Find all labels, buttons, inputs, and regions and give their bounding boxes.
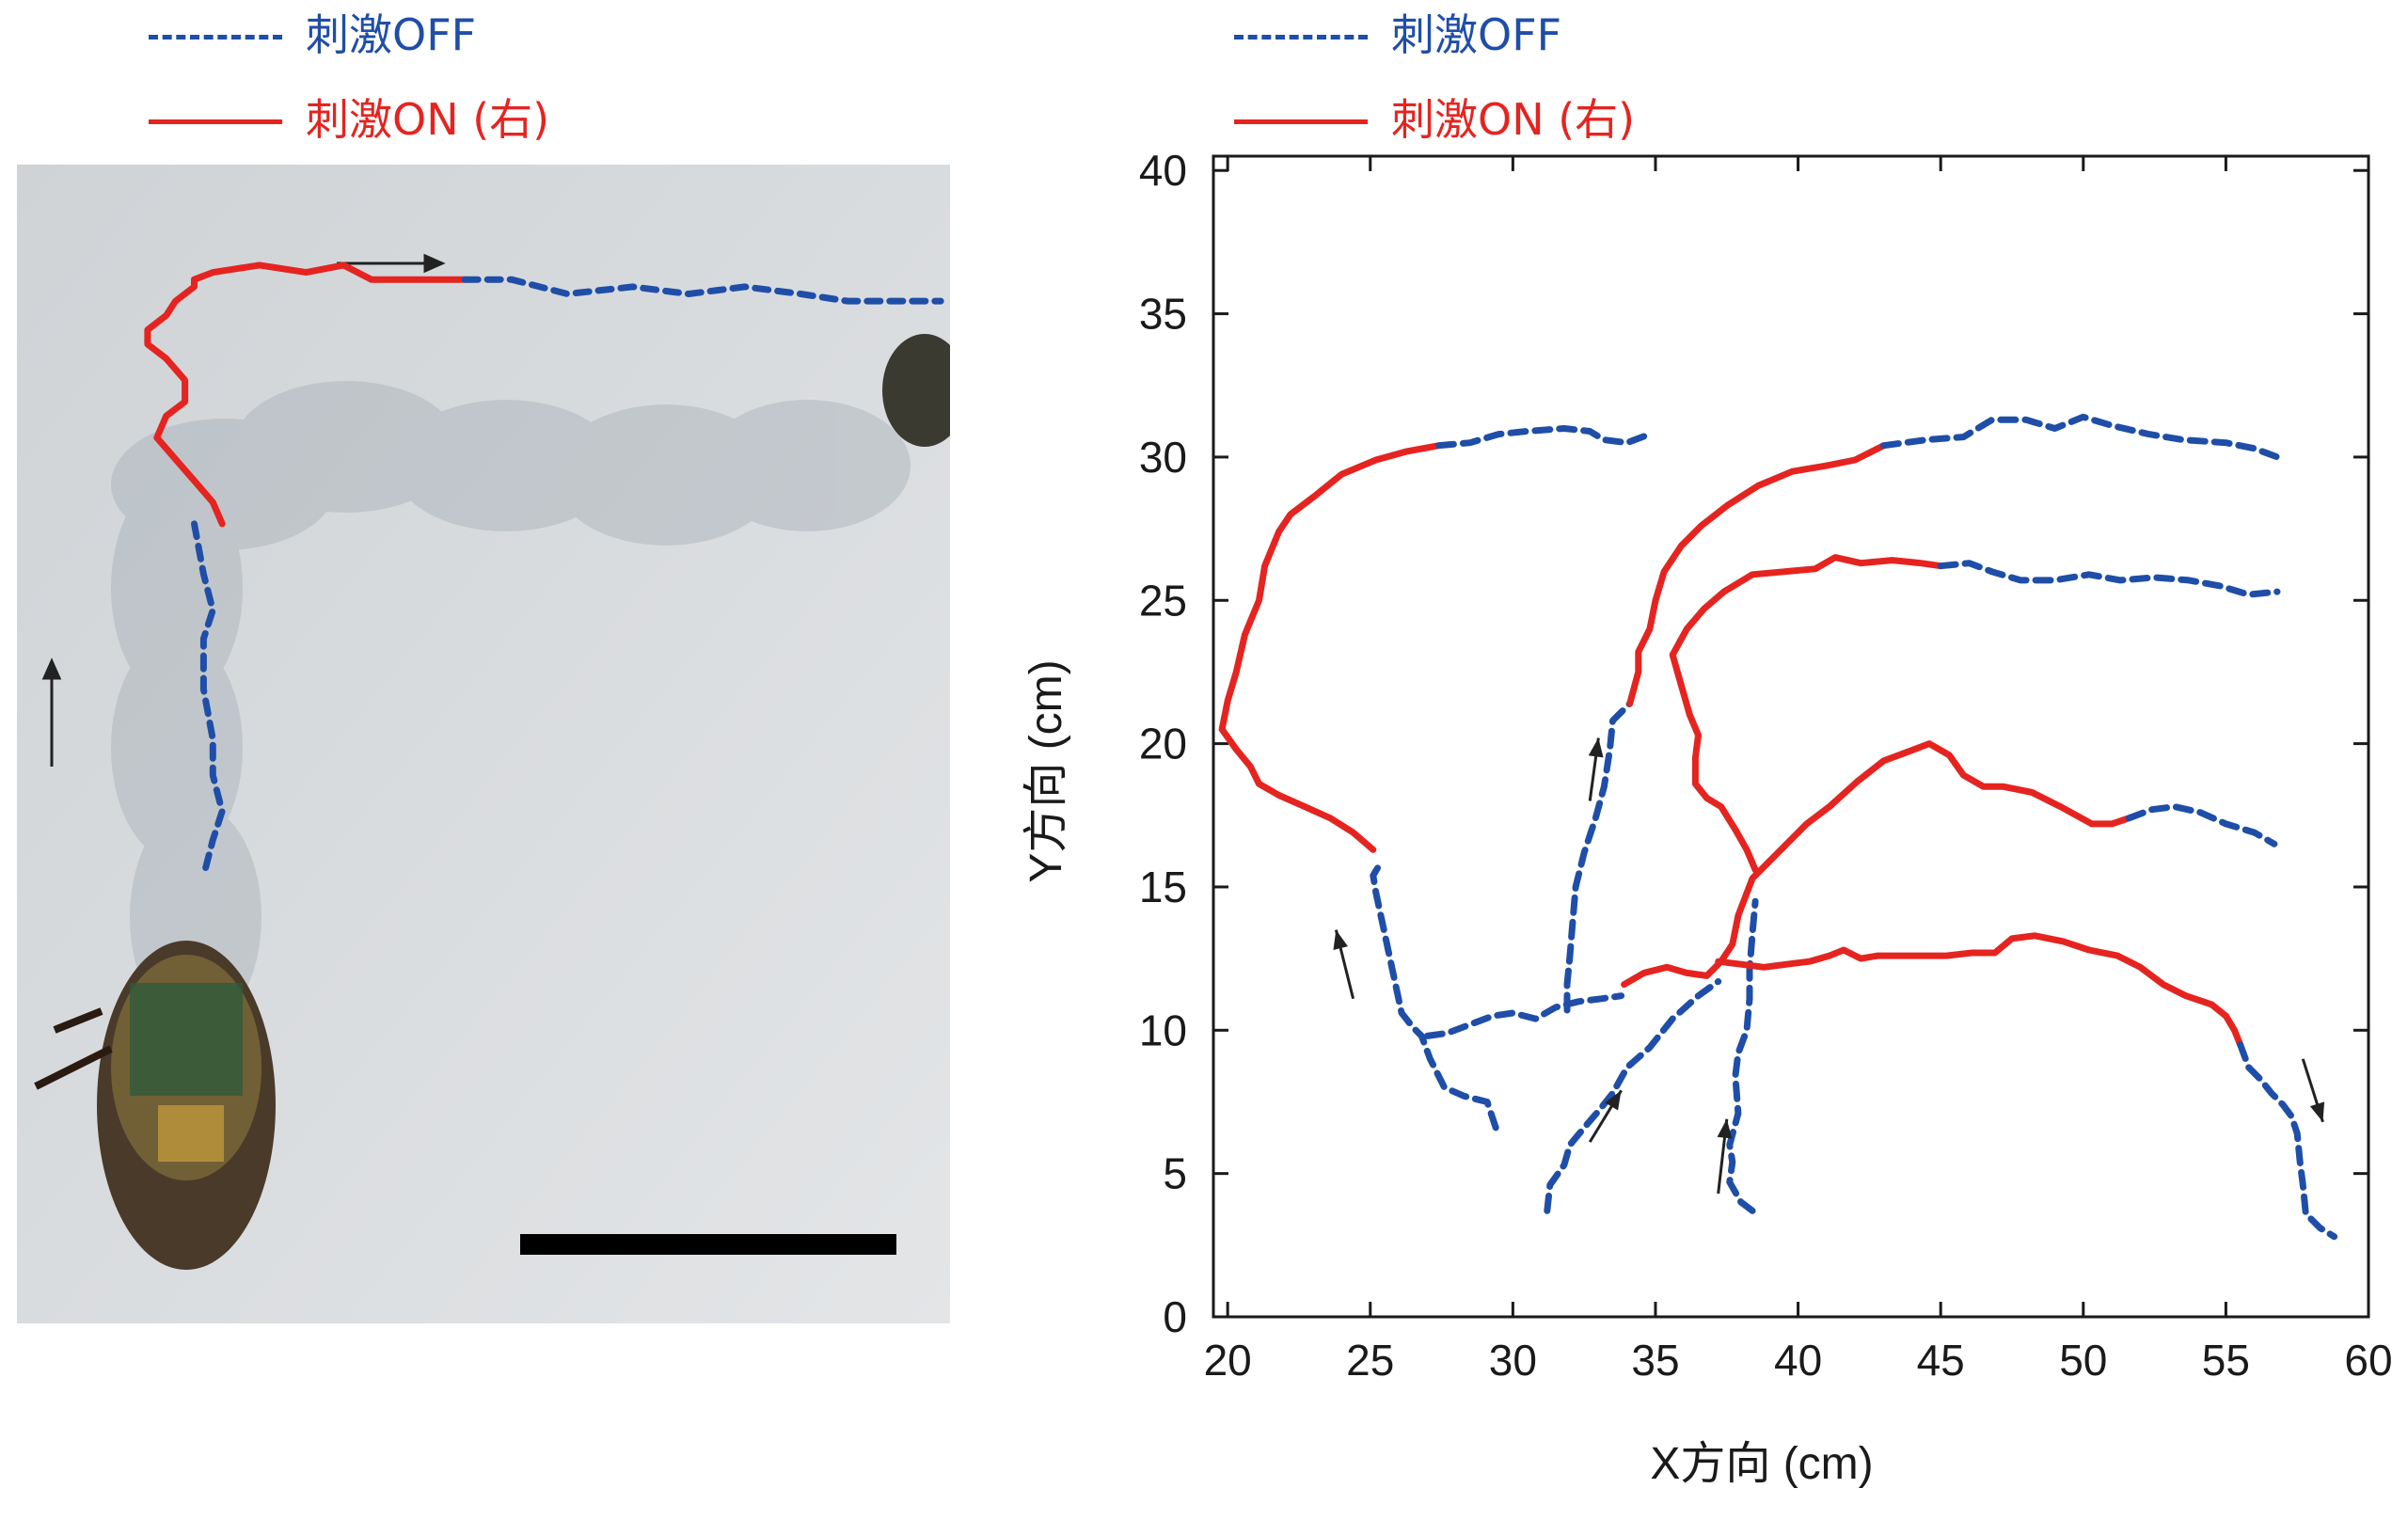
series-on-6 [1626,442,1887,707]
chart-series [1218,413,2338,1241]
series-on-10 [1669,554,1944,874]
x-tick-label: 50 [2059,1336,2107,1385]
y-tick-label: 35 [1139,290,1187,339]
arrow-right-icon [423,253,446,274]
chart-arrows [1333,737,2325,1195]
arrow-head-icon [1333,929,1348,951]
direction-arrow-line [1588,1089,1623,1143]
series-off-2 [1435,425,1654,450]
legend-swatch-on [149,119,282,124]
direction-arrow-line [1588,737,1600,801]
x-tick-label: 35 [1631,1336,1679,1385]
x-tick-label: 45 [1917,1336,1965,1385]
series-on-13 [1715,932,2244,1048]
photo-path-off-end [461,276,944,305]
x-tick-label: 60 [2344,1336,2392,1385]
y-tick-label: 15 [1139,863,1187,911]
series-off-12 [1726,897,1759,1214]
direction-arrow-line [1334,929,1355,1000]
direction-arrow-line [2301,1058,2324,1123]
y-tick-label: 0 [1163,1292,1187,1341]
series-off-5 [1563,700,1634,1014]
legend-label-off: 刺激OFF [1391,9,1562,60]
series-on-1 [1218,442,1442,853]
y-tick-label: 20 [1139,720,1187,768]
y-axis-label: Y方向 (cm) [1022,659,1071,882]
legend-label-on: 刺激ON (右) [1391,94,1636,145]
series-off-0 [1370,858,1499,1132]
x-tick-label: 55 [2202,1336,2250,1385]
direction-arrow-line [1717,1118,1729,1195]
robot-ghost-images [111,381,911,1030]
arrow-head-icon [1588,737,1604,758]
photo-path-off-start [191,520,226,879]
robot-cockroach-icon [34,941,276,1270]
series-off-7 [1880,413,2281,461]
scale-bar [520,1234,896,1255]
y-tick-label: 40 [1139,146,1187,195]
arrow-head-icon [2309,1101,2325,1122]
x-tick-label: 40 [1774,1336,1822,1385]
series-off-14 [2237,1041,2338,1241]
y-tick-label: 25 [1139,576,1187,625]
series-on-8 [1621,740,2132,989]
arrow-head-icon [1605,1090,1622,1111]
y-tick-label: 5 [1163,1149,1187,1198]
series-off-3 [1423,992,1625,1039]
x-tick-label: 20 [1204,1336,1252,1385]
series-off-9 [2125,803,2278,847]
photo-trajectory-paths [144,261,944,879]
x-tick-label: 30 [1489,1336,1537,1385]
robot-trajectory-photo [17,165,967,1323]
x-tick-label: 25 [1346,1336,1394,1385]
plot-frame [1212,154,2370,1319]
arrow-head-icon [1717,1118,1733,1139]
legend-left: 刺激OFF 刺激ON (右) [149,7,619,145]
photo-arrows [41,253,446,767]
photo-canvas [17,165,967,1323]
legend-label-off: 刺激OFF [306,9,477,60]
y-tick-label: 10 [1139,1005,1187,1054]
robot-end-icon [882,334,967,447]
legend-right: 刺激OFF 刺激ON (右) [1234,7,1704,145]
legend-swatch-off [149,35,282,40]
y-tick-label: 30 [1139,433,1187,482]
series-off-11 [1937,560,2281,598]
legend-swatch-off [1234,35,1368,40]
legend-swatch-on [1234,119,1368,124]
arrow-up-icon [41,657,62,680]
legend-label-on: 刺激ON (右) [306,94,550,145]
photo-path-on [144,261,468,528]
chart-ticks: 20 25 30 35 40 45 50 55 60 0 5 10 15 20 25 30 35 40 [1139,146,2393,1385]
series-off-4 [1544,978,1722,1214]
x-axis-label: X方向 (cm) [1650,1439,1873,1489]
chart-plot-area [1212,154,2370,1319]
